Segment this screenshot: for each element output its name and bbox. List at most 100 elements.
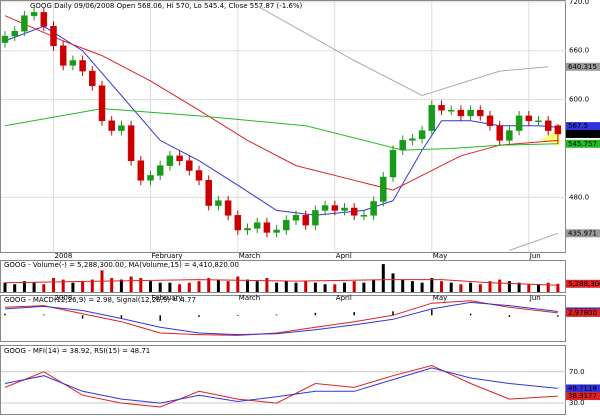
x-tick-label: Jun <box>529 252 541 260</box>
candle-body <box>283 219 290 231</box>
volume-bar <box>110 278 114 292</box>
candle-body <box>21 15 28 32</box>
macd-panel <box>0 295 566 342</box>
volume-title: GOOG - Volume(-) = 5,288,300.00, MA(Volu… <box>4 261 239 269</box>
candle-body <box>399 140 406 151</box>
macd-line <box>4 301 558 336</box>
volume-bar <box>32 282 36 292</box>
volume-bar <box>22 281 26 292</box>
volume-bar <box>275 282 279 292</box>
candle-body <box>506 130 513 141</box>
volume-bar <box>333 284 337 292</box>
candle-body <box>263 222 271 233</box>
candle-body <box>234 215 242 231</box>
candle-body <box>554 125 562 135</box>
macd-title: GOOG - MACD(12,26,9) = 2.98, Signal(12,2… <box>4 296 196 304</box>
volume-bar <box>478 284 482 292</box>
x-tick-label: 2008 <box>55 294 73 302</box>
candle-body <box>1 35 9 43</box>
candle-body <box>166 155 174 166</box>
volume-bar <box>304 281 308 292</box>
volume-bar <box>207 278 211 292</box>
candle-body <box>515 115 523 131</box>
rsi-panel <box>0 345 566 415</box>
candle-body <box>418 130 426 139</box>
volume-bar <box>517 282 521 292</box>
candle-body <box>50 26 57 47</box>
x-tick-label: May <box>433 252 447 260</box>
moving-average <box>509 232 559 251</box>
volume-ma <box>4 279 558 286</box>
candle-body <box>273 229 280 233</box>
volume-bar <box>459 284 463 292</box>
rsi-tag <box>566 384 600 393</box>
price-tag <box>566 62 600 71</box>
volume-bar <box>391 273 395 292</box>
candle-body <box>302 215 309 226</box>
volume-bar <box>187 282 191 292</box>
candle-body <box>59 45 67 66</box>
x-tick-label: February <box>152 252 183 260</box>
candle-body <box>321 205 329 211</box>
candle-body <box>215 200 222 206</box>
rsi-tag-label: 48.7118 <box>568 384 597 392</box>
price-tag <box>566 129 600 138</box>
volume-bar <box>362 282 366 292</box>
candle-body <box>108 120 115 131</box>
volume-bar <box>527 284 531 292</box>
candle-body <box>360 215 368 217</box>
candle-body <box>118 125 125 131</box>
volume-bar <box>129 276 133 292</box>
volume-bar <box>236 276 240 292</box>
candle-body <box>127 125 135 161</box>
candle-body <box>312 210 319 226</box>
volume-bar <box>255 281 259 292</box>
rsi-tag <box>566 392 600 401</box>
macd-line <box>4 300 558 336</box>
volume-bar <box>71 282 75 292</box>
candle-body <box>137 160 145 181</box>
moving-average <box>256 5 549 97</box>
candle-body <box>176 155 183 161</box>
volume-bar <box>323 284 327 292</box>
candle-body <box>40 12 48 27</box>
volume-bar <box>3 282 7 292</box>
volume-bar <box>507 281 511 292</box>
chart-title: GOOG Daily 09/06/2008 Open 568.06, Hi 57… <box>30 2 303 10</box>
candle-body <box>11 30 18 37</box>
volume-bar <box>168 282 172 292</box>
volume-bar <box>372 279 376 292</box>
price-tag <box>566 122 600 131</box>
candle-body <box>380 176 387 202</box>
macd-tag <box>566 308 600 317</box>
candle-body <box>147 175 154 181</box>
x-tick-label: April <box>336 294 352 302</box>
volume-bar <box>284 281 288 292</box>
y-tick-label: 70.0 <box>569 368 585 376</box>
candle-body <box>79 60 86 72</box>
rsi-line <box>4 364 558 408</box>
volume-bar <box>13 284 17 292</box>
price-tag-label: 545.757 <box>568 140 597 148</box>
candle-body <box>477 109 484 117</box>
candle-body <box>535 120 542 123</box>
volume-bar <box>381 264 385 292</box>
x-tick-label: 2008 <box>55 252 73 260</box>
macd-tag-label: 2.97800 <box>568 309 597 317</box>
rsi-tag-label: 38.9177 <box>568 392 597 400</box>
rsi-line <box>4 367 558 404</box>
volume-bar <box>61 279 65 292</box>
volume-tag <box>566 279 600 288</box>
candle-body <box>98 85 106 122</box>
candle-body <box>244 228 251 231</box>
volume-bar <box>430 278 434 292</box>
volume-bar <box>488 281 492 292</box>
volume-bar <box>440 281 443 292</box>
volume-bar <box>352 281 356 292</box>
x-tick-label: February <box>152 294 183 302</box>
candle-body <box>69 60 77 66</box>
x-tick-label: May <box>433 294 447 302</box>
candle-body <box>389 149 397 178</box>
